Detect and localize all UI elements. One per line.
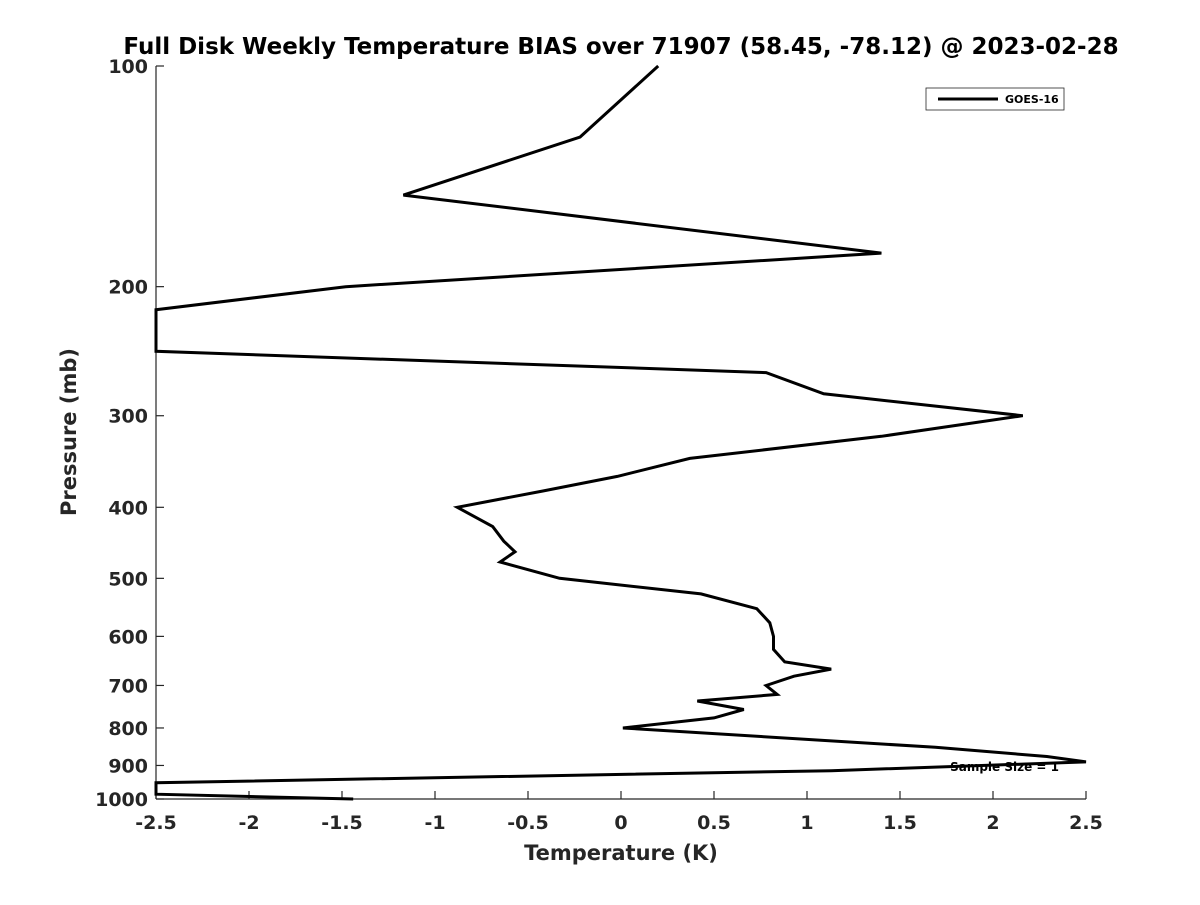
x-tick-label: 2 — [986, 812, 999, 834]
y-tick-label: 900 — [108, 755, 148, 777]
y-tick-label: 1000 — [95, 789, 148, 811]
y-axis-label: Pressure (mb) — [57, 348, 81, 516]
y-tick-label: 600 — [108, 626, 148, 648]
y-tick-label: 500 — [108, 568, 148, 590]
x-tick-label: 1 — [800, 812, 813, 834]
plot-area — [155, 66, 1086, 800]
y-tick-label: 300 — [108, 406, 148, 428]
y-tick-label: 100 — [108, 56, 148, 78]
x-ticks: -2.5 -2 -1.5 -1 -0.5 0 0.5 1 1.5 2 2.5 — [135, 791, 1103, 834]
x-tick-label: 0.5 — [697, 812, 731, 834]
x-tick-label: -1 — [424, 812, 445, 834]
x-tick-label: -1.5 — [321, 812, 363, 834]
x-tick-label: 0 — [614, 812, 627, 834]
y-tick-label: 400 — [108, 497, 148, 519]
series-layer — [154, 64, 1087, 801]
legend-label-goes16: GOES-16 — [1005, 93, 1059, 106]
y-tick-label: 800 — [108, 718, 148, 740]
sample-size-annotation: Sample Size = 1 — [950, 760, 1059, 774]
y-tick-label: 200 — [108, 277, 148, 299]
x-axis-label: Temperature (K) — [524, 841, 718, 865]
chart-title: Full Disk Weekly Temperature BIAS over 7… — [123, 34, 1118, 60]
legend: GOES-16 — [925, 87, 1065, 111]
x-tick-label: 1.5 — [883, 812, 917, 834]
x-tick-label: -2.5 — [135, 812, 177, 834]
x-tick-label: -0.5 — [507, 812, 549, 834]
y-ticks: 100 200 300 400 500 600 700 800 900 1000 — [95, 56, 164, 811]
x-tick-label: 2.5 — [1069, 812, 1103, 834]
series-line-goes16 — [154, 64, 1087, 801]
x-tick-label: -2 — [238, 812, 259, 834]
y-tick-label: 700 — [108, 675, 148, 697]
